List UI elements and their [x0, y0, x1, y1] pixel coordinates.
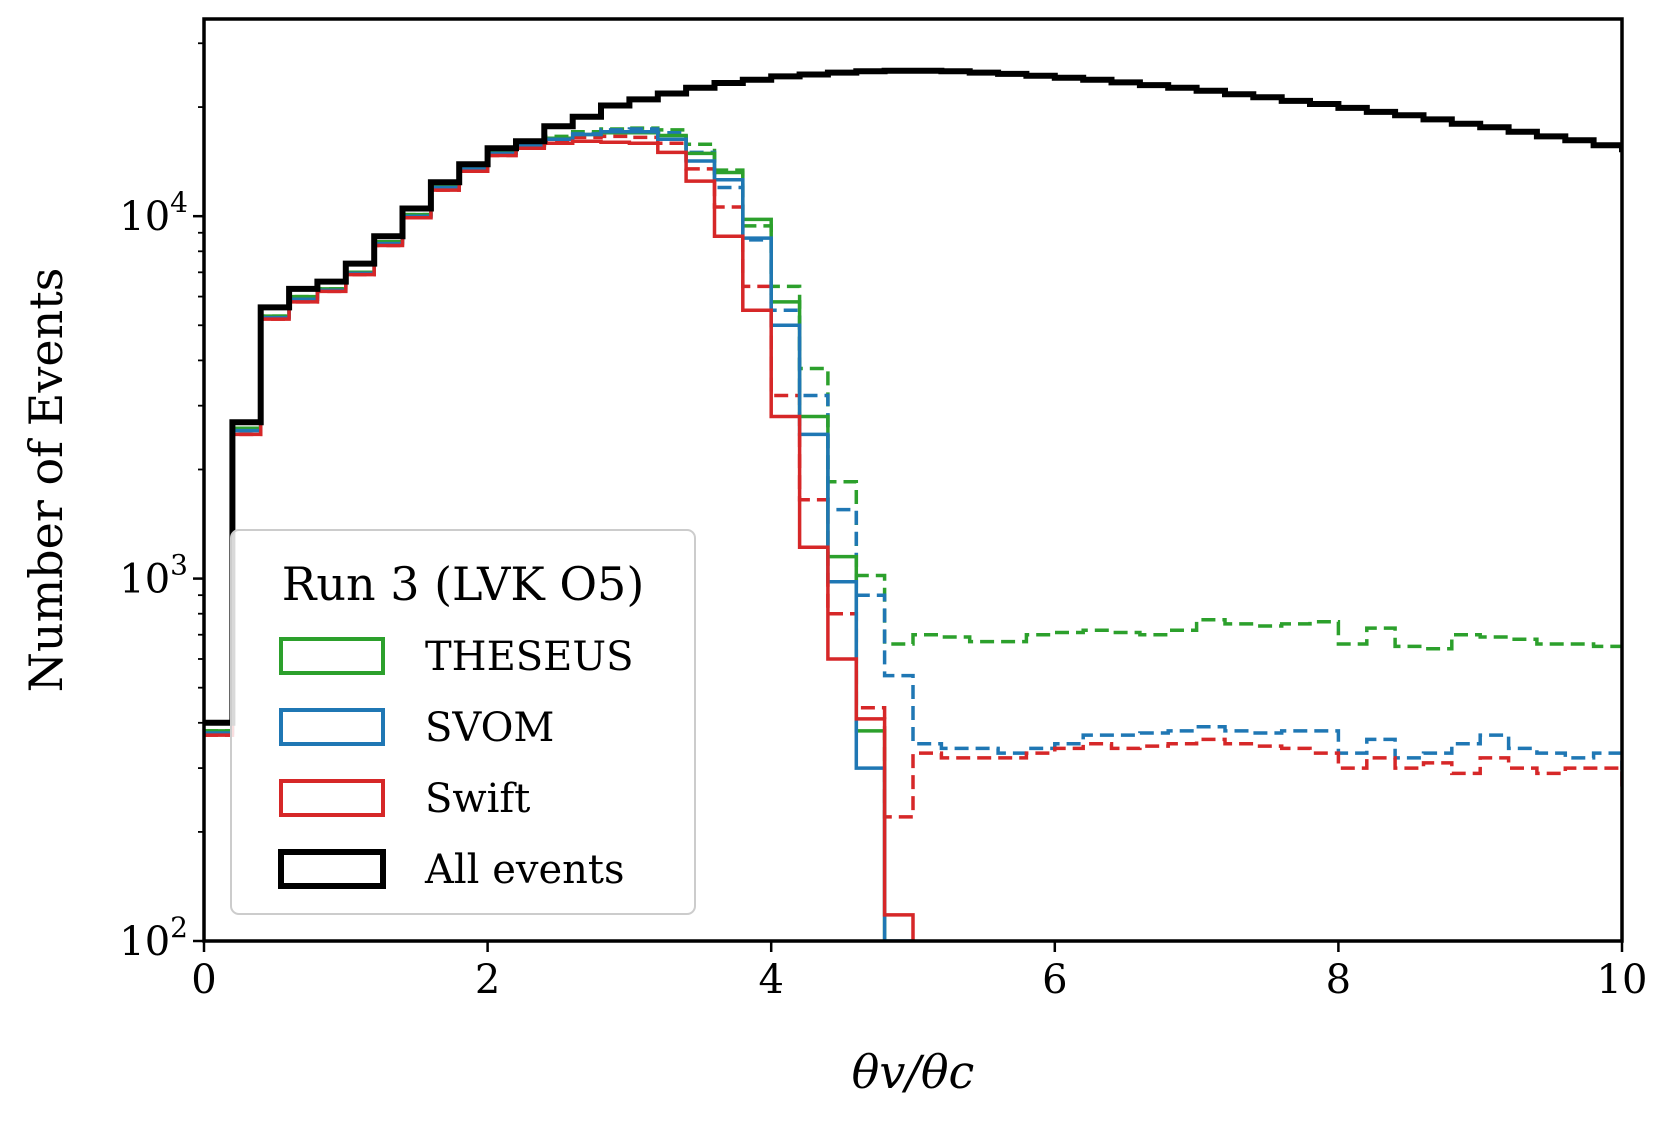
series-line-theseus-dashed — [204, 126, 1622, 733]
x-tick-label: 2 — [475, 957, 500, 1003]
legend-swatch-all-events — [278, 849, 386, 889]
plot-frame — [202, 17, 1624, 943]
series-layer — [204, 67, 1622, 941]
x-axis-title: θv/θc — [852, 1045, 975, 1099]
x-tick-label: 6 — [1042, 957, 1067, 1003]
x-tick-label: 8 — [1326, 957, 1351, 1003]
x-tick-label: 4 — [758, 957, 783, 1003]
legend-title: Run 3 (LVK O5) — [282, 557, 645, 611]
legend-box — [230, 529, 696, 915]
legend-swatch-swift — [279, 779, 385, 817]
series-line-all-events-solid — [204, 67, 1622, 726]
legend-swatch-theseus — [279, 637, 385, 675]
y-tick-label: 104 — [119, 186, 188, 240]
legend-label-svom: SVOM — [425, 705, 554, 751]
y-axis-title: Number of Events — [19, 268, 73, 693]
y-tick-label: 102 — [119, 911, 188, 965]
axes-layer: 0 2 4 6 8 10 102 103 104 θv/θc Number of Events — [19, 17, 1648, 1099]
series-line-swift-solid — [204, 139, 915, 941]
legend: Run 3 (LVK O5) THESEUS SVOM Swift All events — [230, 529, 696, 915]
x-tick-label: 0 — [191, 957, 216, 1003]
y-tick-label: 103 — [119, 549, 188, 603]
legend-label-theseus: THESEUS — [425, 634, 633, 680]
legend-label-all-events: All events — [424, 847, 625, 893]
legend-swatch-svom — [279, 708, 385, 746]
x-tick-label: 10 — [1597, 957, 1648, 1003]
legend-label-swift: Swift — [425, 776, 530, 822]
